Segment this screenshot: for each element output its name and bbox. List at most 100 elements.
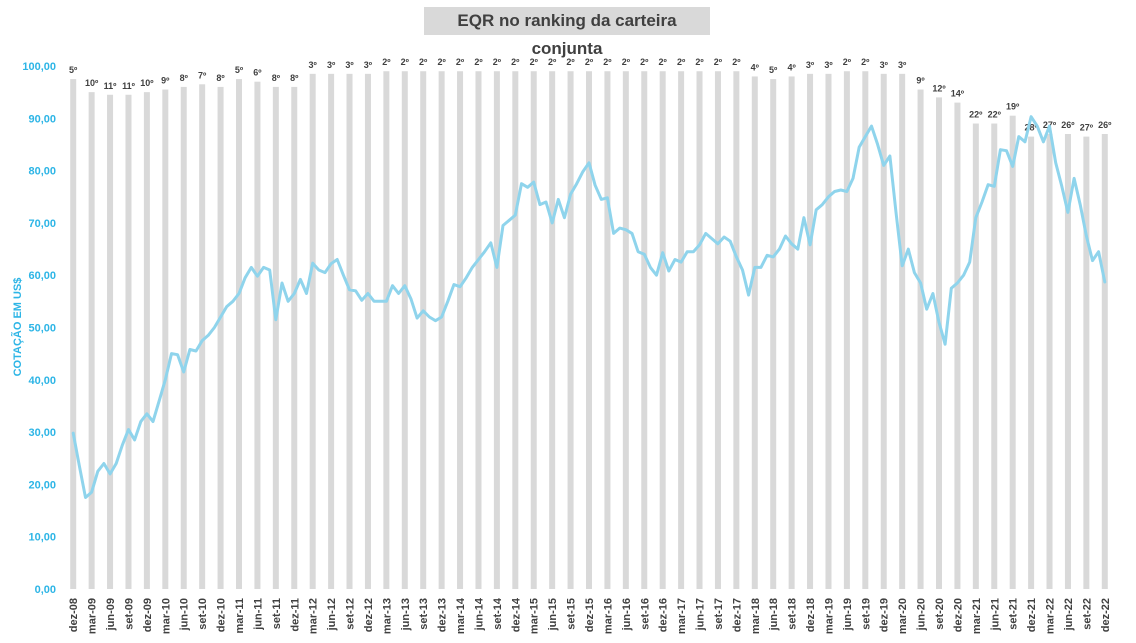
ranking-bar: [917, 89, 924, 589]
ranking-bar: [180, 86, 187, 590]
ranking-bar: [217, 86, 224, 590]
x-tick-label: dez-21: [1026, 598, 1038, 632]
x-tick-label: dez-15: [584, 598, 596, 632]
ranking-bar: [125, 94, 132, 589]
x-tick-label: mar-10: [160, 598, 172, 634]
x-tick-label: mar-11: [234, 598, 246, 633]
ranking-bar: [604, 71, 611, 590]
x-tick-label: mar-18: [750, 598, 762, 634]
ranking-bar: [825, 73, 832, 590]
ranking-label: 14º: [951, 89, 965, 99]
x-tick-label: mar-22: [1045, 598, 1057, 634]
ranking-label: 2º: [843, 57, 852, 67]
ranking-label: 8º: [180, 73, 189, 83]
ranking-bar: [291, 86, 298, 590]
ranking-label: 2º: [622, 57, 631, 67]
ranking-bar: [1083, 136, 1090, 590]
x-tick-label: jun-10: [179, 598, 191, 631]
y-tick-label: 80,00: [28, 166, 56, 178]
ranking-label: 8º: [290, 73, 299, 83]
ranking-label: 3º: [345, 60, 354, 70]
ranking-bar: [751, 76, 758, 589]
ranking-bar: [88, 92, 95, 590]
ranking-bar: [788, 76, 795, 589]
x-tick-label: dez-09: [142, 598, 154, 632]
x-tick-label: mar-15: [529, 598, 541, 634]
ranking-bar: [659, 71, 666, 590]
ranking-label: 27º: [1080, 123, 1094, 133]
ranking-label: 2º: [456, 57, 465, 67]
ranking-label: 8º: [216, 73, 225, 83]
ranking-label: 4º: [751, 62, 760, 72]
x-tick-label: jun-12: [326, 598, 338, 631]
ranking-bar: [696, 71, 703, 590]
ranking-bar: [586, 71, 592, 590]
x-tick-label: set-22: [1081, 598, 1093, 630]
ranking-label: 12º: [932, 83, 946, 93]
ranking-label: 3º: [880, 60, 889, 70]
ranking-bar: [438, 71, 445, 590]
ranking-bar: [770, 79, 777, 589]
ranking-label: 26º: [1098, 120, 1112, 130]
x-tick-label: jun-18: [768, 598, 780, 631]
x-tick-label: mar-16: [602, 598, 614, 634]
y-tick-label: 40,00: [28, 375, 56, 387]
x-tick-label: set-19: [860, 598, 872, 630]
price-line: [71, 115, 1107, 499]
y-tick-label: 50,00: [28, 323, 56, 335]
ranking-label: 3º: [309, 60, 318, 70]
ranking-label: 11º: [122, 81, 136, 91]
ranking-bar: [1101, 133, 1108, 590]
ranking-label: 2º: [493, 57, 502, 67]
ranking-bar: [678, 71, 685, 590]
x-tick-label: mar-14: [455, 597, 467, 634]
ranking-bar: [1028, 136, 1035, 590]
x-tick-label: jun-13: [400, 598, 412, 631]
ranking-label: 2º: [732, 57, 741, 67]
ranking-label: 2º: [382, 57, 391, 67]
ranking-label: 2º: [677, 57, 686, 67]
x-tick-label: mar-21: [971, 598, 983, 634]
ranking-bar: [622, 71, 629, 590]
ranking-label: 26º: [1061, 120, 1075, 130]
x-tick-label: dez-12: [363, 598, 375, 632]
y-tick-label: 10,00: [28, 532, 56, 544]
ranking-bar: [843, 71, 850, 590]
x-tick-label: set-12: [345, 598, 357, 630]
ranking-bar: [143, 92, 150, 590]
x-tick-label: mar-09: [87, 598, 99, 634]
y-tick-label: 60,00: [28, 270, 56, 282]
x-tick-label: set-10: [197, 598, 209, 630]
x-tick-label: mar-17: [676, 598, 688, 634]
ranking-bar: [991, 123, 998, 589]
ranking-bar: [383, 71, 390, 590]
ranking-bar: [899, 73, 906, 590]
ranking-bar: [954, 102, 961, 590]
x-tick-label: jun-16: [621, 598, 633, 631]
ranking-bar: [641, 71, 648, 590]
x-tick-label: set-09: [124, 598, 136, 630]
x-tick-label: set-11: [271, 598, 283, 629]
ranking-bar: [530, 71, 537, 590]
x-tick-label: jun-21: [989, 598, 1001, 631]
ranking-label: 2º: [695, 57, 704, 67]
x-tick-label: set-18: [787, 598, 799, 630]
ranking-label: 2º: [474, 57, 483, 67]
ranking-bar: [475, 71, 482, 590]
y-axis-title: COTAÇÃO EM US$: [11, 278, 24, 377]
ranking-bar: [714, 71, 721, 590]
x-tick-label: dez-14: [510, 597, 522, 632]
ranking-bar: [309, 73, 316, 590]
ranking-label: 6º: [253, 68, 262, 78]
x-tick-label: jun-19: [842, 598, 854, 631]
ranking-label: 28º: [1024, 123, 1038, 133]
ranking-bar: [401, 71, 408, 590]
ranking-label: 10º: [140, 78, 154, 88]
ranking-label: 2º: [511, 57, 520, 67]
ranking-label: 3º: [327, 60, 336, 70]
ranking-label: 2º: [659, 57, 668, 67]
ranking-label: 22º: [969, 110, 983, 120]
ranking-label: 2º: [437, 57, 446, 67]
